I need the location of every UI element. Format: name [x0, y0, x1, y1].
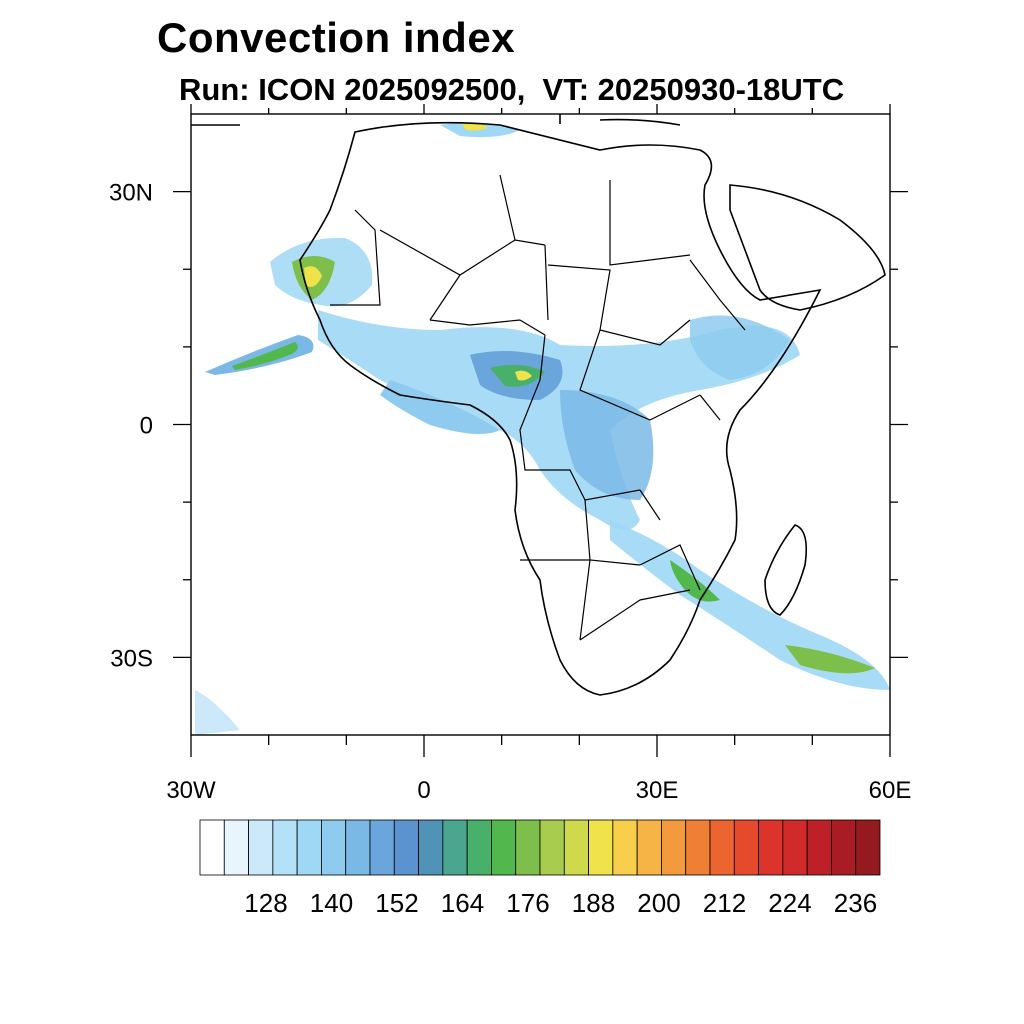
colorbar-swatch: [709, 819, 735, 876]
colorbar-swatch: [855, 819, 881, 876]
lon-tick-label: 30E: [636, 777, 679, 804]
colorbar-swatch: [272, 819, 298, 876]
field-se-band: [610, 520, 890, 690]
field-sahel-belt: [318, 310, 800, 530]
colorbar-label: 140: [310, 888, 353, 918]
colorbar-label: 224: [768, 888, 811, 918]
colorbar-swatch: [345, 819, 371, 876]
colorbar-swatch: [588, 819, 614, 876]
field-hot-northwest: [304, 266, 322, 287]
colorbar-swatch: [661, 819, 687, 876]
colorbar-label: 212: [703, 888, 746, 918]
colorbar-label: 152: [375, 888, 418, 918]
colorbar-swatch: [612, 819, 638, 876]
colorbar-swatch: [733, 819, 759, 876]
lon-tick-label: 0: [417, 777, 430, 804]
field-band-west: [205, 335, 314, 375]
colorbar-swatch: [806, 819, 832, 876]
colorbar-label: 200: [637, 888, 680, 918]
lat-tick-label: 30S: [110, 645, 153, 672]
chart-title: Convection index: [157, 14, 516, 61]
axis-tick-labels: 30N 0 30S 30W 0 30E 60E: [109, 180, 911, 804]
lon-tick-label: 30W: [166, 777, 216, 804]
colorbar-swatch: [636, 819, 662, 876]
field-north-yellow: [462, 122, 488, 131]
mediterranean-coast: [191, 114, 681, 126]
run-subtitle: Run: ICON 2025092500, VT: 20250930-18UTC: [179, 72, 845, 107]
colorbar-label: 176: [506, 888, 549, 918]
colorbar-swatch: [515, 819, 541, 876]
colorbar-swatch: [393, 819, 419, 876]
colorbar-swatch: [539, 819, 565, 876]
colorbar-swatch: [466, 819, 492, 876]
colorbar-swatch: [418, 819, 444, 876]
colorbar-swatch: [442, 819, 468, 876]
africa-coastline: [299, 121, 822, 696]
lat-tick-label: 0: [140, 413, 153, 440]
lat-tick-label: 30N: [109, 180, 153, 207]
colorbar-swatch: [491, 819, 517, 876]
colorbar-swatch: [296, 819, 322, 876]
colorbar: [199, 819, 881, 876]
colorbar-swatch: [199, 819, 225, 876]
colorbar-swatch: [369, 819, 395, 876]
colorbar-swatch: [563, 819, 589, 876]
field-southwest-corner: [195, 690, 240, 735]
field-central-yellow: [515, 370, 532, 381]
convection-field: [195, 122, 890, 735]
colorbar-swatch: [223, 819, 249, 876]
field-se-core: [670, 560, 720, 602]
colorbar-swatch: [782, 819, 808, 876]
colorbar-label: 236: [834, 888, 877, 918]
field-congo: [560, 390, 654, 500]
field-se-tail: [785, 645, 875, 674]
colorbar-swatch: [758, 819, 784, 876]
axis-ticks: [173, 104, 908, 757]
colorbar-labels: 128 140 152 164 176 188 200 212 224 236: [244, 888, 877, 918]
field-ethiopia: [690, 315, 790, 380]
arabian-peninsula: [729, 184, 886, 311]
country-borders: [330, 174, 746, 641]
coastlines: [191, 114, 886, 696]
field-band-west-core: [232, 342, 298, 370]
madagascar: [764, 524, 808, 616]
colorbar-label: 128: [244, 888, 287, 918]
colorbar-swatch: [248, 819, 274, 876]
field-gulf-band: [380, 380, 500, 434]
colorbar-swatch: [831, 819, 857, 876]
colorbar-swatch: [685, 819, 711, 876]
colorbar-swatch: [321, 819, 347, 876]
colorbar-label: 164: [441, 888, 484, 918]
lon-tick-label: 60E: [869, 777, 912, 804]
colorbar-label: 188: [572, 888, 615, 918]
